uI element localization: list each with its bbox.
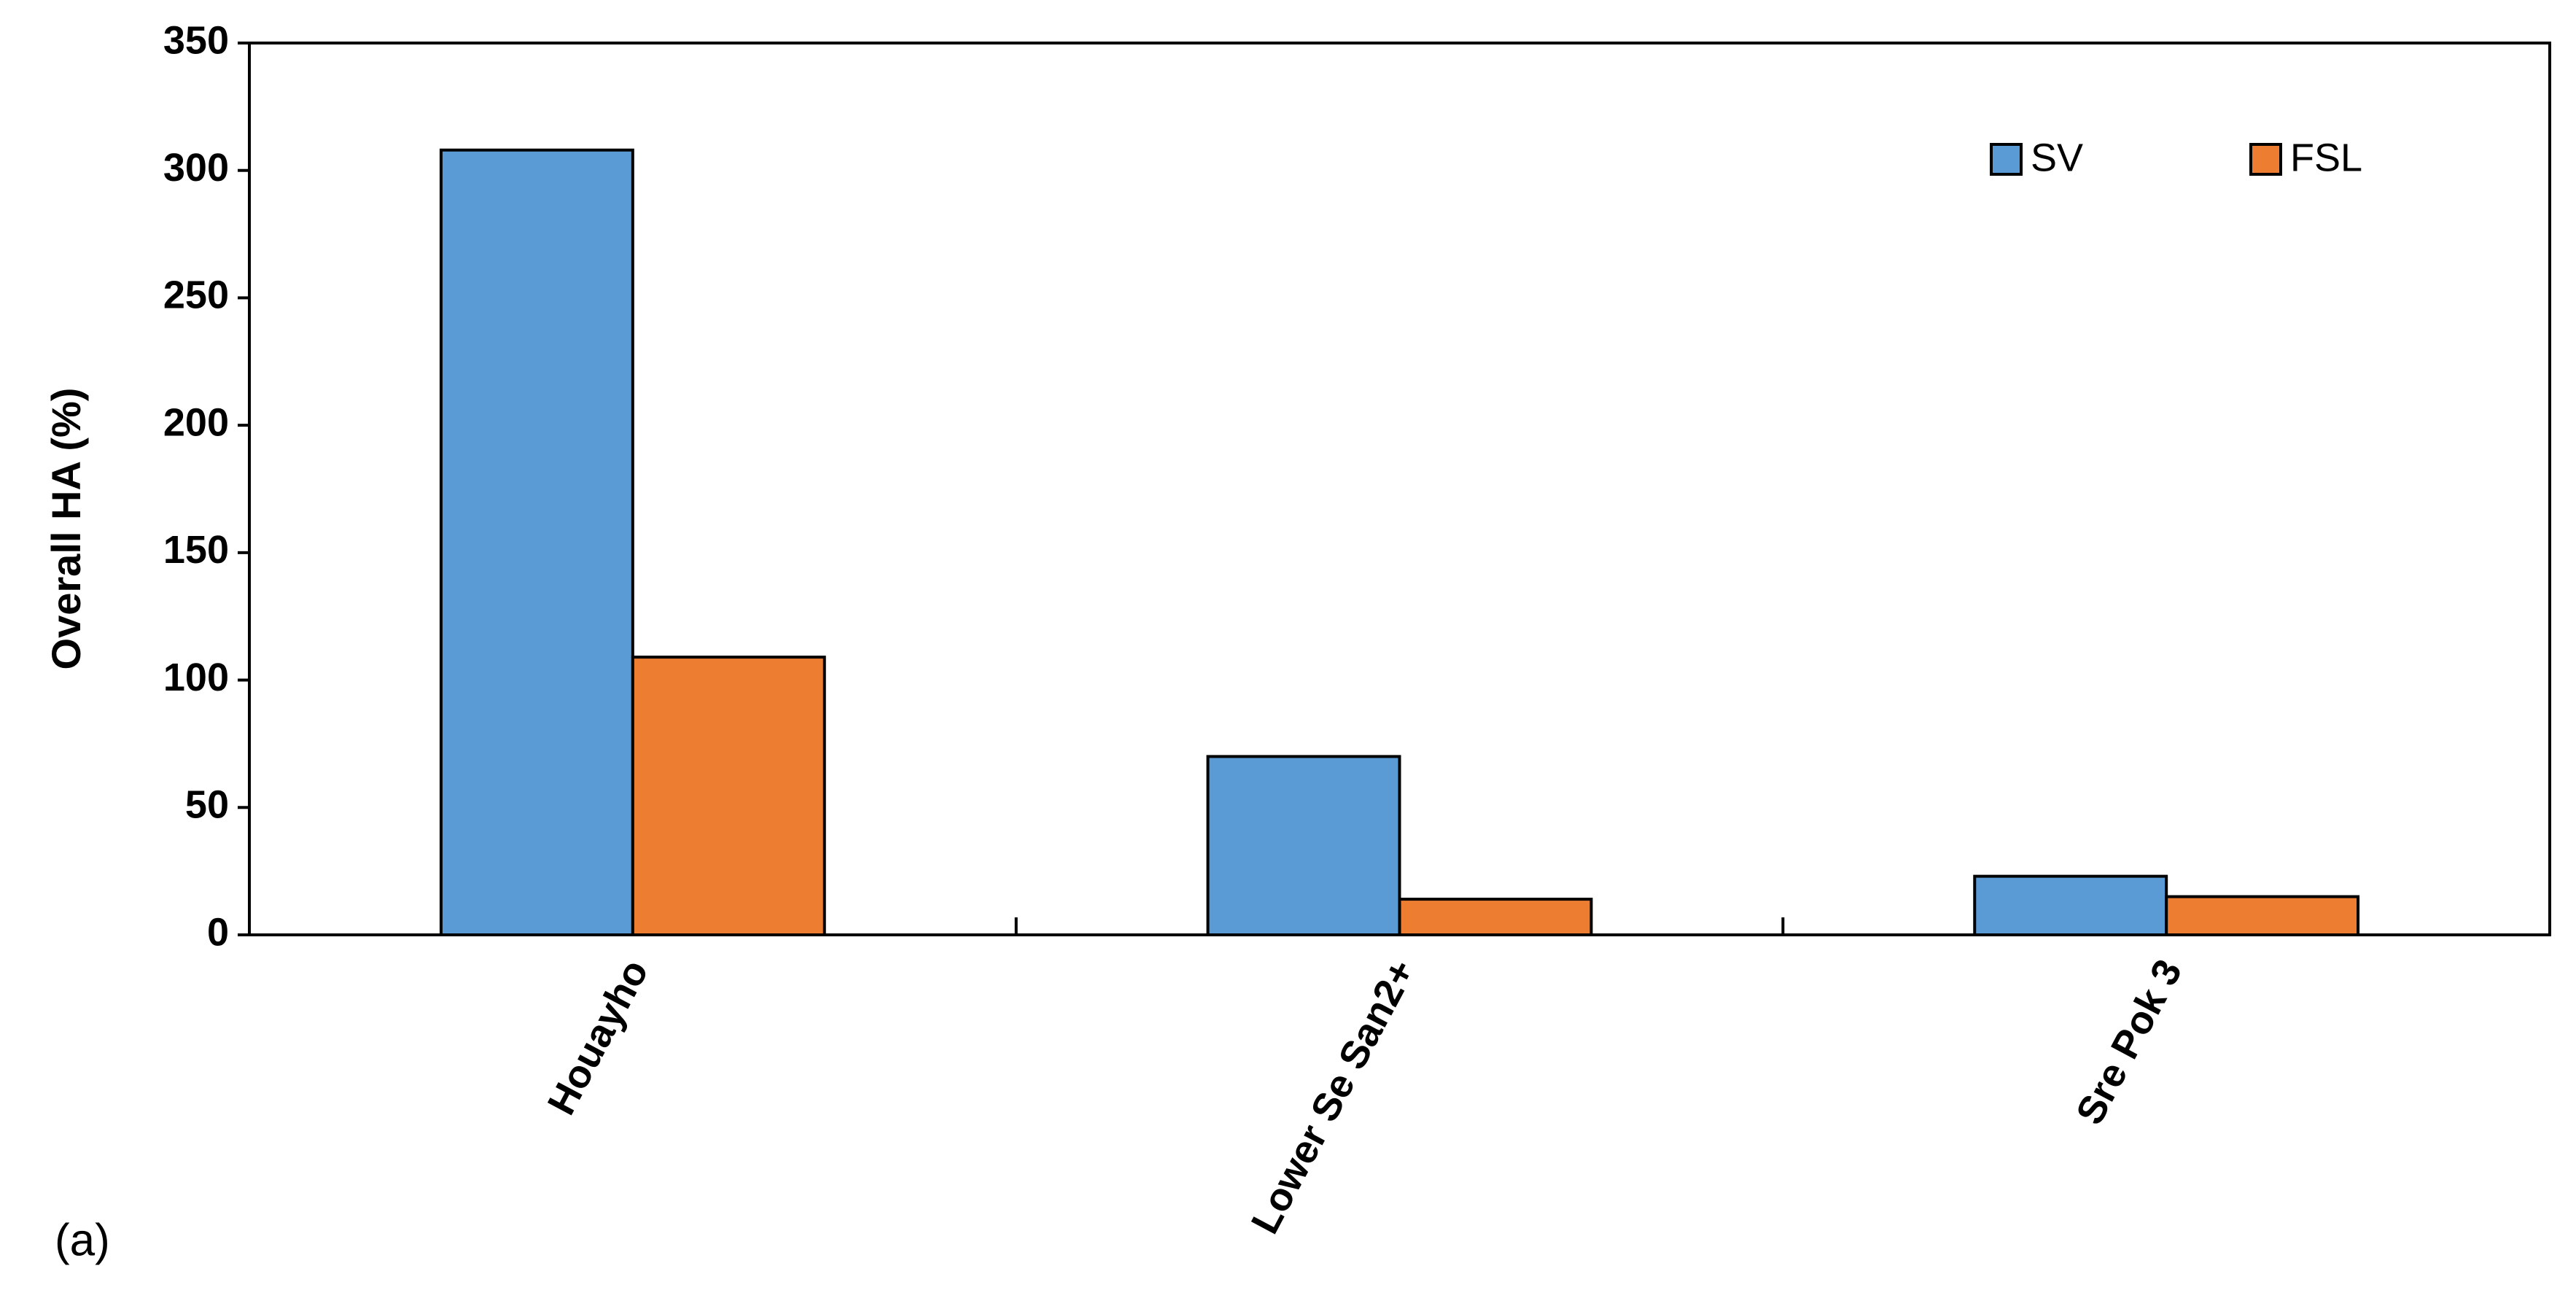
y-tick-label: 150 xyxy=(163,528,229,572)
bar xyxy=(2165,895,2360,936)
legend-label: SV xyxy=(2031,136,2083,179)
plot-frame xyxy=(248,42,2551,936)
bar xyxy=(1398,898,1593,936)
legend-swatch xyxy=(2249,143,2282,176)
x-tick-label: Lower Se San2+ xyxy=(1243,952,1424,1240)
y-tick-label: 300 xyxy=(163,146,229,190)
bar xyxy=(1973,874,2168,937)
x-tick-label: Sre Pok 3 xyxy=(2068,952,2191,1131)
legend-swatch xyxy=(1990,143,2023,176)
y-axis-title: Overall HA (%) xyxy=(43,388,89,670)
y-tick-label: 50 xyxy=(185,783,229,827)
y-tick-label: 100 xyxy=(163,656,229,699)
panel-label: (a) xyxy=(55,1215,110,1265)
y-tick-label: 200 xyxy=(163,400,229,444)
bar xyxy=(1206,755,1401,937)
y-tick-label: 350 xyxy=(163,18,229,62)
bar xyxy=(631,656,826,936)
x-tick-label: Houayho xyxy=(540,952,657,1122)
legend-label: FSL xyxy=(2290,136,2362,179)
y-tick-label: 0 xyxy=(207,910,229,954)
bar xyxy=(439,148,634,936)
y-tick-label: 250 xyxy=(163,273,229,317)
